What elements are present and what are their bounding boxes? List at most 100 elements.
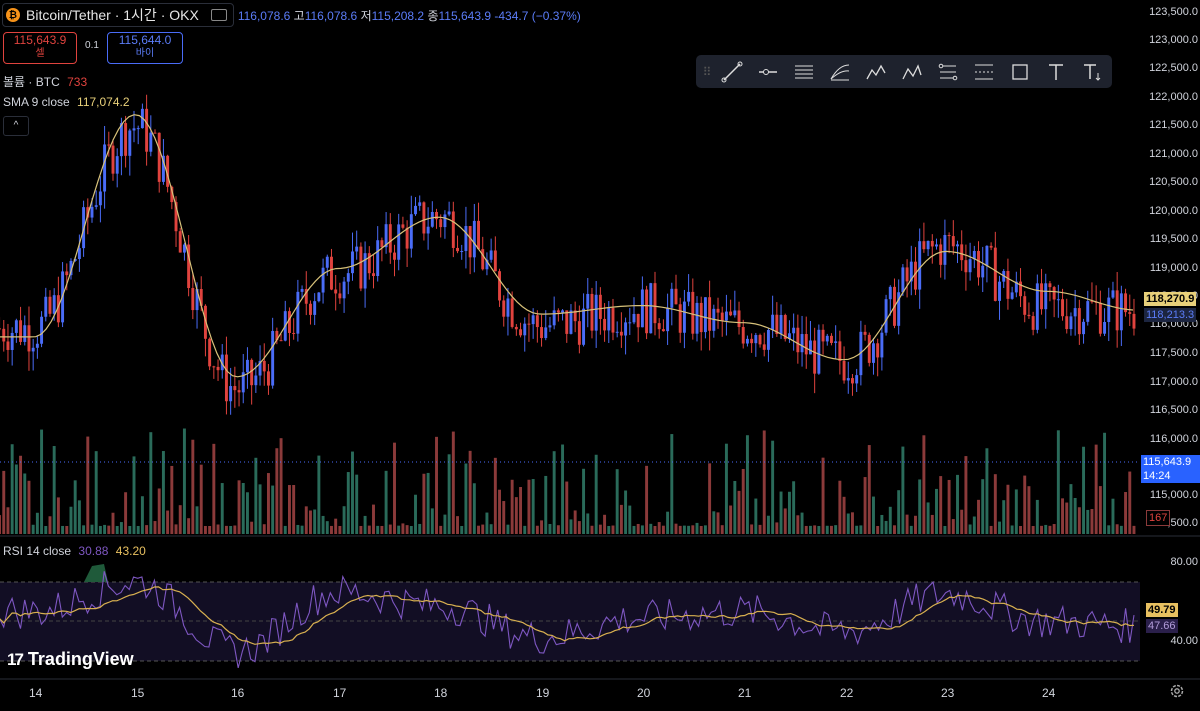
volume-bar	[956, 474, 959, 534]
candle	[603, 318, 607, 331]
volume-bar	[708, 463, 712, 534]
candle	[0, 328, 2, 330]
candle	[540, 327, 544, 339]
candle	[199, 289, 203, 306]
candle	[111, 145, 115, 174]
horizontal-ray-icon[interactable]	[750, 55, 786, 88]
parallel-channel-icon[interactable]	[786, 55, 822, 88]
volume-bar	[140, 496, 144, 534]
volume-bar	[800, 512, 804, 534]
elliott-wave-icon[interactable]	[858, 55, 894, 88]
volume-bar	[598, 524, 602, 534]
sell-button[interactable]: 115,643.9 셀	[3, 32, 77, 64]
fib-retracement-icon[interactable]	[930, 55, 966, 88]
volume-value: 733	[67, 75, 88, 89]
price-axis-label: 115,000.0	[1149, 489, 1198, 501]
volume-bar	[838, 480, 842, 534]
gear-icon[interactable]	[1169, 683, 1185, 699]
hide-legend-icon[interactable]	[210, 9, 227, 21]
candle	[661, 329, 665, 332]
text-icon[interactable]	[1038, 55, 1074, 88]
volume-bar	[73, 480, 77, 534]
trend-line-icon[interactable]	[714, 55, 750, 88]
candle	[636, 313, 640, 328]
candle	[166, 155, 170, 187]
volume-bar	[435, 436, 438, 534]
volume-bar	[313, 509, 317, 534]
anchored-text-icon[interactable]	[1074, 55, 1110, 88]
candle	[687, 291, 691, 302]
volume-bar	[6, 507, 10, 534]
tradingview-logo[interactable]: 17 TradingView	[7, 649, 134, 670]
candle	[682, 301, 686, 333]
volume-bar	[519, 487, 523, 534]
volume-bar	[1065, 502, 1069, 534]
volume-bar	[531, 479, 535, 534]
candle	[2, 328, 6, 342]
fib-extension-icon[interactable]	[966, 55, 1002, 88]
candle	[1124, 293, 1128, 313]
volume-bar	[338, 525, 342, 534]
buy-button[interactable]: 115,644.0 바이	[107, 32, 183, 64]
volume-legend[interactable]: 볼륨 · BTC 733	[3, 73, 87, 90]
candle	[1073, 308, 1077, 317]
candle	[573, 310, 577, 322]
candle	[1023, 296, 1027, 315]
candle	[498, 271, 502, 301]
candle	[502, 300, 506, 317]
candle	[19, 320, 23, 342]
volume-bar	[872, 496, 875, 534]
candle	[397, 224, 401, 260]
volume-bar	[178, 505, 182, 534]
candle	[943, 235, 947, 265]
candle	[1119, 293, 1123, 331]
candle	[750, 338, 754, 344]
volume-bar	[330, 525, 333, 534]
volume-bar	[40, 429, 44, 534]
volume-bar	[880, 514, 884, 534]
candle	[880, 332, 884, 358]
volume-bar	[657, 522, 661, 534]
candle	[989, 245, 993, 248]
symbol-title[interactable]: Bitcoin/Tether · 1시간 · OKX	[26, 7, 199, 23]
volume-bar	[157, 488, 161, 534]
candle	[187, 244, 191, 289]
collapse-legend-button[interactable]: ^	[3, 116, 29, 136]
volume-bar	[817, 525, 821, 534]
volume-bar	[523, 525, 527, 534]
volume-bar	[565, 481, 569, 534]
candle	[1061, 299, 1065, 317]
candle	[447, 211, 451, 215]
candle	[384, 224, 388, 248]
volume-bar	[888, 506, 892, 534]
candle	[191, 288, 195, 311]
rsi-legend[interactable]: RSI 14 close 30.88 43.20	[3, 544, 146, 558]
candle	[1040, 283, 1043, 310]
symbol-search[interactable]: ₿ Bitcoin/Tether · 1시간 · OKX	[2, 3, 234, 27]
tradingview-logo-mark: 17	[7, 649, 24, 669]
volume-bar	[821, 457, 825, 534]
candle	[527, 323, 531, 325]
bitcoin-icon: ₿	[6, 8, 20, 22]
rectangle-icon[interactable]	[1002, 55, 1038, 88]
volume-bar	[1048, 525, 1052, 534]
candle	[594, 294, 598, 331]
pitchfork-icon[interactable]	[822, 55, 858, 88]
candle	[313, 301, 317, 315]
volume-bar	[262, 524, 266, 534]
abcd-pattern-icon[interactable]	[894, 55, 930, 88]
candle	[6, 341, 10, 350]
volume-bar	[212, 443, 216, 534]
candle	[266, 371, 270, 386]
sma-legend[interactable]: SMA 9 close 117,074.2	[3, 95, 130, 109]
candle	[1014, 281, 1018, 293]
volume-bar	[829, 525, 833, 534]
volume-bar	[1107, 525, 1111, 534]
volume-bar	[544, 475, 548, 534]
volume-bar	[1094, 444, 1098, 534]
toolbar-grip-icon[interactable]: ⠿	[702, 64, 712, 79]
volume-bar	[645, 465, 649, 534]
candle	[724, 311, 728, 321]
